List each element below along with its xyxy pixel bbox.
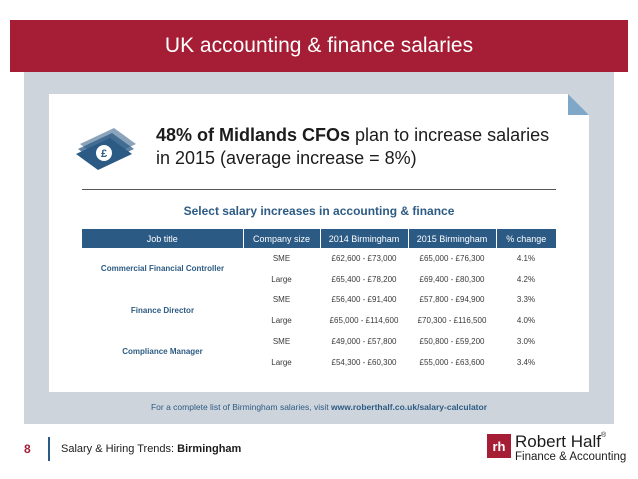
salary-2015-cell: £65,000 - £76,300 bbox=[419, 253, 485, 263]
table-header-row: Job title Company size 2014 Birmingham 2… bbox=[82, 229, 556, 248]
page-number: 8 bbox=[24, 442, 31, 456]
headline-bold: 48% of Midlands CFOs bbox=[156, 125, 351, 145]
salary-2014-cell: £56,400 - £91,400 bbox=[331, 295, 397, 305]
salary-2015-cell: £70,300 - £116,500 bbox=[417, 316, 487, 326]
job-title-cell: Finance Director bbox=[130, 305, 195, 315]
footnote-text: For a complete list of Birmingham salari… bbox=[150, 402, 331, 412]
divider-rule bbox=[82, 189, 556, 190]
header-change: % change bbox=[496, 229, 556, 248]
size-cell: SME bbox=[272, 337, 291, 347]
salary-2015-cell: £57,800 - £94,900 bbox=[419, 295, 485, 305]
folded-corner-icon bbox=[568, 94, 589, 115]
size-cell: SME bbox=[272, 295, 291, 305]
change-cell: 3.4% bbox=[516, 357, 536, 367]
salary-2014-cell: £62,600 - £73,000 bbox=[331, 253, 397, 263]
headline-statement: 48% of Midlands CFOs plan to increase sa… bbox=[156, 124, 576, 170]
table-row: Compliance Manager SME £49,000 - £57,800… bbox=[82, 331, 556, 356]
size-cell: Large bbox=[271, 274, 292, 284]
job-title-cell: Commercial Financial Controller bbox=[100, 264, 225, 274]
change-cell: 4.0% bbox=[516, 316, 536, 326]
logo-tagline: Finance & Accounting bbox=[515, 451, 627, 463]
salary-2014-cell: £54,300 - £60,300 bbox=[331, 357, 397, 367]
money-stack-icon: £ bbox=[76, 128, 136, 170]
salary-2015-cell: £55,000 - £63,600 bbox=[419, 357, 485, 367]
slide-title: UK accounting & finance salaries bbox=[164, 34, 474, 57]
table-row: Commercial Financial Controller SME £62,… bbox=[82, 248, 556, 273]
change-cell: 4.2% bbox=[516, 274, 536, 284]
job-title-cell: Compliance Manager bbox=[122, 347, 203, 357]
salary-2014-cell: £49,000 - £57,800 bbox=[331, 337, 397, 347]
salary-2015-cell: £50,800 - £59,200 bbox=[419, 337, 485, 347]
header-2014: 2014 Birmingham bbox=[320, 229, 409, 248]
size-cell: Large bbox=[271, 316, 292, 326]
change-cell: 3.0% bbox=[516, 337, 536, 347]
footer-divider bbox=[48, 437, 50, 461]
salary-calculator-link[interactable]: www.roberthalf.co.uk/salary-calculator bbox=[330, 402, 488, 412]
slide-title-banner: UK accounting & finance salaries bbox=[10, 20, 628, 72]
robert-half-logo: rh Robert Half® Finance & Accounting bbox=[487, 432, 627, 466]
svg-text:£: £ bbox=[101, 148, 107, 160]
table-row: Large £65,000 - £114,600 £70,300 - £116,… bbox=[82, 310, 556, 331]
logo-name: Robert Half® bbox=[515, 432, 606, 452]
change-cell: 4.1% bbox=[516, 253, 536, 263]
size-cell: SME bbox=[272, 253, 291, 263]
headline-line2: in 2015 (average increase = 8%) bbox=[156, 148, 417, 168]
salary-table: Job title Company size 2014 Birmingham 2… bbox=[82, 229, 556, 373]
table-title: Select salary increases in accounting & … bbox=[183, 204, 455, 218]
change-cell: 3.3% bbox=[516, 295, 536, 305]
table-row: Large £65,400 - £78,200 £69,400 - £80,30… bbox=[82, 269, 556, 290]
footer-title-prefix: Salary & Hiring Trends: bbox=[61, 443, 178, 455]
header-job-title: Job title bbox=[82, 229, 244, 248]
rh-logo-icon: rh bbox=[487, 434, 511, 458]
footer-title-city: Birmingham bbox=[177, 443, 242, 455]
footnote: For a complete list of Birmingham salari… bbox=[49, 402, 589, 412]
size-cell: Large bbox=[271, 357, 292, 367]
logo-mark-text: rh bbox=[493, 439, 506, 454]
header-company-size: Company size bbox=[243, 229, 321, 248]
headline-line1-rest: plan to increase salaries bbox=[350, 125, 550, 145]
salary-2015-cell: £69,400 - £80,300 bbox=[419, 274, 485, 284]
footer-title: Salary & Hiring Trends: Birmingham bbox=[61, 443, 241, 455]
header-2015: 2015 Birmingham bbox=[408, 229, 497, 248]
logo-registered: ® bbox=[600, 432, 607, 439]
salary-2014-cell: £65,000 - £114,600 bbox=[329, 316, 399, 326]
table-row: Large £54,300 - £60,300 £55,000 - £63,60… bbox=[82, 352, 556, 373]
table-row: Finance Director SME £56,400 - £91,400 £… bbox=[82, 290, 556, 314]
logo-name-text: Robert Half bbox=[515, 432, 601, 451]
salary-2014-cell: £65,400 - £78,200 bbox=[331, 274, 397, 284]
